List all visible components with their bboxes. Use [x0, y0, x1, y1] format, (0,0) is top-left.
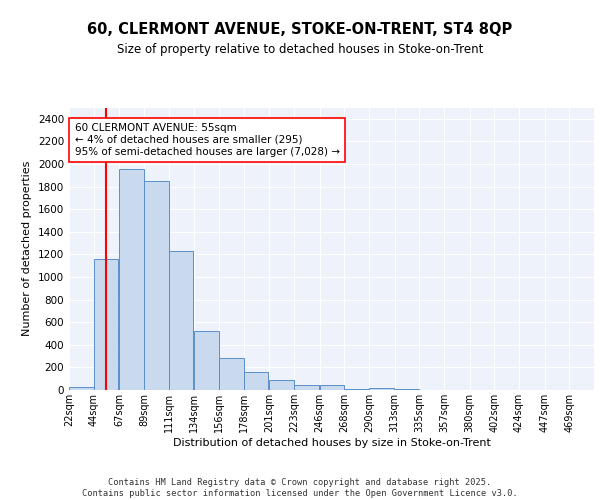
Bar [119, 168, 144, 390]
Y-axis label: Number of detached properties: Number of detached properties [22, 161, 32, 336]
Bar [294, 385, 319, 390]
Bar [194, 331, 219, 390]
Text: Size of property relative to detached houses in Stoke-on-Trent: Size of property relative to detached ho… [117, 42, 483, 56]
Text: 60, CLERMONT AVENUE, STOKE-ON-TRENT, ST4 8QP: 60, CLERMONT AVENUE, STOKE-ON-TRENT, ST4… [88, 22, 512, 38]
X-axis label: Distribution of detached houses by size in Stoke-on-Trent: Distribution of detached houses by size … [173, 438, 490, 448]
Bar [269, 380, 294, 390]
Bar [69, 387, 94, 390]
Bar [369, 388, 394, 390]
Bar [244, 372, 268, 390]
Text: 60 CLERMONT AVENUE: 55sqm
← 4% of detached houses are smaller (295)
95% of semi-: 60 CLERMONT AVENUE: 55sqm ← 4% of detach… [74, 124, 340, 156]
Bar [144, 181, 169, 390]
Bar [320, 386, 344, 390]
Bar [169, 251, 193, 390]
Text: Contains HM Land Registry data © Crown copyright and database right 2025.
Contai: Contains HM Land Registry data © Crown c… [82, 478, 518, 498]
Bar [219, 358, 244, 390]
Bar [94, 259, 118, 390]
